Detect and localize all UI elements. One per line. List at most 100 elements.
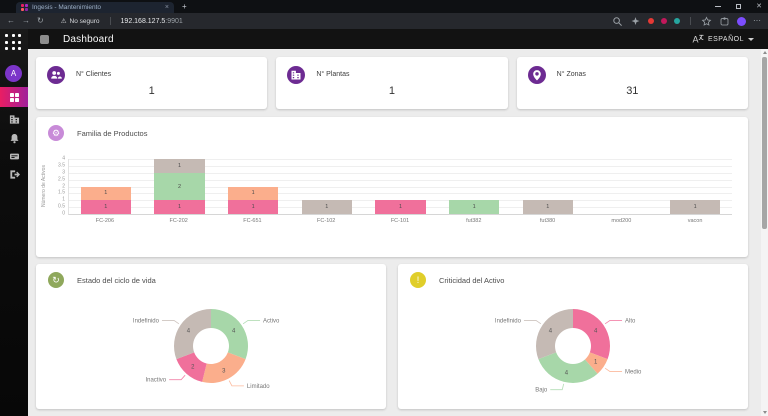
slice-value: 1 xyxy=(594,360,598,366)
donut-slice-bajo[interactable] xyxy=(538,352,598,383)
extension-icon-teal[interactable] xyxy=(674,18,680,24)
x-axis-tick: fut380 xyxy=(539,218,556,224)
bar-segment-gray[interactable]: 1 xyxy=(154,159,205,173)
window-close-icon[interactable]: ✕ xyxy=(756,3,762,10)
bar-segment-green[interactable]: 2 xyxy=(154,172,205,201)
tab-close-icon[interactable]: × xyxy=(164,4,169,11)
stat-value: 1 xyxy=(388,85,396,97)
donut-slice-inactivo[interactable] xyxy=(176,352,207,382)
grid-line xyxy=(69,186,732,188)
scroll-up-icon[interactable] xyxy=(762,51,767,54)
logout-icon xyxy=(9,169,20,179)
stat-cards-row: N° Clientes 1 N° Plantas 1 N° Zonas 31 xyxy=(36,57,748,109)
stat-card-plantas: N° Plantas 1 xyxy=(276,57,508,109)
x-axis-tick: FC-206 xyxy=(95,218,115,224)
bar-chart-card: ⚙ Familia de Productos Número de Activos… xyxy=(36,117,748,257)
user-avatar[interactable]: A xyxy=(5,65,22,82)
slice-label: Limitado xyxy=(247,384,270,390)
window-maximize-icon[interactable] xyxy=(736,4,742,9)
sidebar-item-card[interactable] xyxy=(0,147,28,165)
bell-icon xyxy=(10,133,18,143)
security-badge[interactable]: ⚠ No seguro xyxy=(60,17,100,25)
bar-segment-orange[interactable]: 1 xyxy=(80,186,131,201)
bar-segment-pink[interactable]: 1 xyxy=(154,200,205,214)
y-axis-tick: 2 xyxy=(62,183,65,189)
donut-slice-indefinido[interactable] xyxy=(174,309,211,360)
translate-icon: A xyxy=(692,35,704,45)
donut-slice-activo[interactable] xyxy=(211,309,248,360)
scroll-down-icon[interactable] xyxy=(762,411,767,414)
bar-segment-gray[interactable]: 1 xyxy=(522,200,573,214)
slice-value: 4 xyxy=(549,328,553,334)
language-selector[interactable]: A ESPAÑOL xyxy=(692,33,754,45)
search-icon[interactable] xyxy=(612,16,623,27)
bar-slot: 1 xyxy=(511,159,585,214)
browser-url-bar: ← → ↻ ⚠ No seguro 192.168.127.5:9901 ⋯ xyxy=(0,13,768,29)
slice-leader-line xyxy=(604,367,623,372)
apps-logo-icon[interactable] xyxy=(5,34,23,52)
x-axis-tick: FC-651 xyxy=(243,218,262,224)
bookmark-star-icon[interactable] xyxy=(701,16,712,27)
donut-slice-medio[interactable] xyxy=(584,352,608,374)
forward-icon[interactable]: → xyxy=(22,16,30,25)
window-minimize-icon[interactable] xyxy=(715,6,722,7)
scrollbar[interactable] xyxy=(761,49,768,416)
scrollbar-thumb[interactable] xyxy=(762,57,767,229)
extension-icon-red[interactable] xyxy=(648,18,654,24)
stat-label: N° Clientes xyxy=(76,71,112,78)
reload-icon[interactable]: ↻ xyxy=(37,16,44,25)
sidebar-item-logout[interactable] xyxy=(0,165,28,183)
bar-slot xyxy=(585,159,659,214)
slice-leader-line xyxy=(523,320,542,325)
bar-segment-orange[interactable]: 1 xyxy=(228,186,279,201)
tab-title: Ingesis - Mantenimiento xyxy=(32,4,102,11)
donut-slice-alto[interactable] xyxy=(573,309,610,360)
slice-label: Activo xyxy=(263,318,280,324)
bar-segment-gray[interactable]: 1 xyxy=(670,200,721,214)
language-label: ESPAÑOL xyxy=(707,35,744,43)
sidebar-item-dashboard[interactable] xyxy=(0,87,28,107)
y-axis-tick: 2.5 xyxy=(58,176,65,183)
slice-value: 4 xyxy=(187,328,191,334)
dashboard-icon xyxy=(9,92,19,102)
svg-text:A: A xyxy=(692,35,698,45)
y-axis-tick: 1 xyxy=(62,196,65,203)
divider xyxy=(690,17,691,25)
donut-slice-indefinido[interactable] xyxy=(536,309,573,360)
slice-label: Indefinido xyxy=(495,318,522,324)
bar-segment-gray[interactable]: 1 xyxy=(301,200,352,214)
address-url[interactable]: 192.168.127.5:9901 xyxy=(120,17,183,25)
card-title: Criticidad del Activo xyxy=(439,275,505,285)
slice-label: Medio xyxy=(625,370,642,376)
sidebar-item-plants[interactable] xyxy=(0,110,28,128)
bar-segment-pink[interactable]: 1 xyxy=(375,200,426,214)
y-axis-tick: 4 xyxy=(62,155,65,162)
browser-profile-avatar[interactable] xyxy=(737,16,746,26)
sidebar-item-notifications[interactable] xyxy=(0,129,28,147)
bar-segment-pink[interactable]: 1 xyxy=(80,200,131,214)
factory-icon xyxy=(287,66,306,84)
extension-icon-pink[interactable] xyxy=(661,18,667,24)
slice-value: 4 xyxy=(594,328,598,334)
donut-slice-limitado[interactable] xyxy=(202,352,246,383)
new-tab-icon[interactable]: + xyxy=(182,2,187,11)
grid-line xyxy=(69,172,732,174)
slice-label: Bajo xyxy=(535,388,548,394)
bar-segment-green[interactable]: 1 xyxy=(449,200,500,214)
browser-menu-icon[interactable]: ⋯ xyxy=(753,16,761,25)
menu-icon[interactable] xyxy=(40,34,49,44)
page-title: Dashboard xyxy=(63,33,114,45)
back-icon[interactable]: ← xyxy=(7,16,15,25)
sparkle-icon[interactable] xyxy=(630,16,641,27)
lifecycle-donut-chart: 4 Activo 3 Limitado 2 Inactivo 4 Indefinido xyxy=(133,309,280,390)
slice-leader-line xyxy=(604,320,623,325)
alert-icon: ! xyxy=(410,272,426,288)
extensions-puzzle-icon[interactable] xyxy=(719,16,730,27)
app-header: Dashboard A ESPAÑOL xyxy=(28,29,768,49)
bar-segment-pink[interactable]: 1 xyxy=(228,200,279,214)
browser-tab[interactable]: Ingesis - Mantenimiento × xyxy=(16,2,174,13)
